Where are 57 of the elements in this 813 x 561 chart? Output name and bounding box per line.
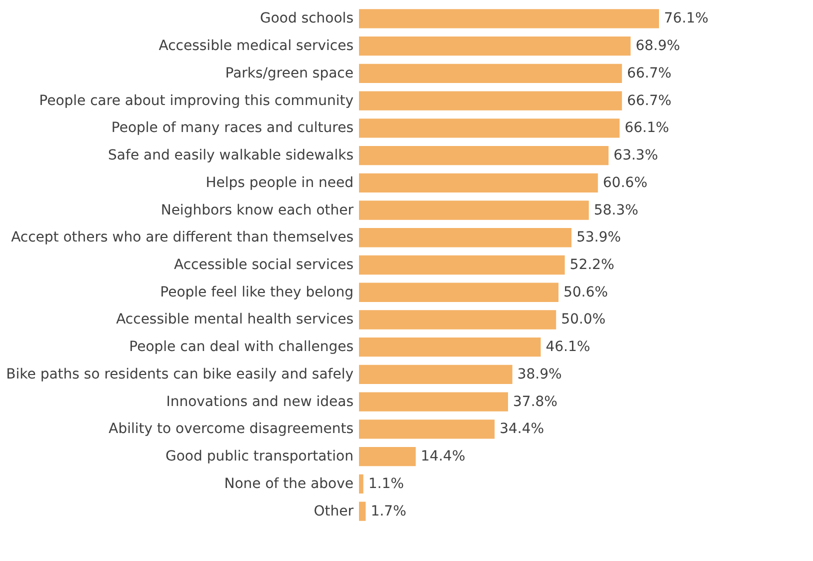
bar	[359, 420, 495, 439]
bar	[359, 310, 556, 330]
bar	[359, 364, 512, 384]
bar	[359, 338, 541, 357]
data-label: 66.7%	[626, 92, 672, 109]
data-label: 34.4%	[500, 421, 544, 438]
y-tick-label: Accessible social services	[174, 257, 354, 273]
bar	[359, 9, 659, 28]
data-label: 14.4%	[420, 448, 466, 465]
bar	[359, 447, 416, 466]
data-label: 1.1%	[368, 476, 404, 492]
y-tick-label: Helps people in need	[206, 174, 354, 191]
bar	[359, 255, 565, 275]
y-tick-label: Neighbors know each other	[160, 202, 354, 218]
bar	[359, 36, 631, 56]
bar	[359, 200, 589, 220]
y-tick-label: Parks/green space	[225, 65, 354, 82]
data-label: 50.6%	[563, 284, 608, 300]
y-tick-label: Innovations and new ideas	[166, 394, 354, 410]
data-label: 46.1%	[546, 339, 590, 356]
data-label: 63.3%	[614, 148, 658, 164]
y-tick-label: People of many races and cultures	[111, 120, 354, 136]
y-tick-label: None of the above	[224, 476, 354, 492]
bar	[359, 118, 620, 138]
y-tick-label: Accessible mental health services	[116, 312, 354, 328]
y-tick-label: People feel like they belong	[160, 284, 354, 300]
bar	[359, 228, 572, 248]
y-tick-label: Other	[314, 503, 354, 520]
y-tick-label: People care about improving this community	[39, 92, 354, 109]
data-label: 60.6%	[602, 174, 648, 191]
bar	[359, 64, 622, 83]
data-label: 66.1%	[624, 120, 670, 136]
y-tick-label: Good schools	[260, 10, 354, 27]
bar	[359, 173, 598, 192]
y-tick-label: Bike paths so residents can bike easily and safely	[6, 366, 354, 382]
data-label: 68.9%	[636, 38, 680, 54]
y-tick-label: People can deal with challenges	[129, 339, 354, 356]
bar	[359, 502, 366, 521]
bar	[359, 282, 558, 302]
y-tick-label: Safe and easily walkable sidewalks	[108, 148, 354, 164]
y-tick-label: Accept others who are different than themselves	[11, 230, 354, 246]
bar	[359, 392, 508, 412]
data-label: 58.3%	[594, 202, 638, 218]
bar	[359, 91, 622, 110]
bar	[359, 474, 364, 494]
data-label: 38.9%	[517, 366, 562, 382]
y-tick-label: Accessible medical services	[158, 38, 354, 54]
data-label: 76.1%	[664, 10, 708, 27]
y-tick-label: Good public transportation	[166, 448, 354, 465]
data-label: 66.7%	[626, 65, 672, 82]
data-label: 52.2%	[570, 257, 614, 273]
data-label: 37.8%	[513, 394, 558, 410]
data-label: 50.0%	[561, 312, 606, 328]
bar	[359, 146, 609, 166]
data-label: 1.7%	[370, 503, 406, 520]
data-label: 53.9%	[576, 230, 621, 246]
y-tick-label: Ability to overcome disagreements	[108, 421, 354, 438]
